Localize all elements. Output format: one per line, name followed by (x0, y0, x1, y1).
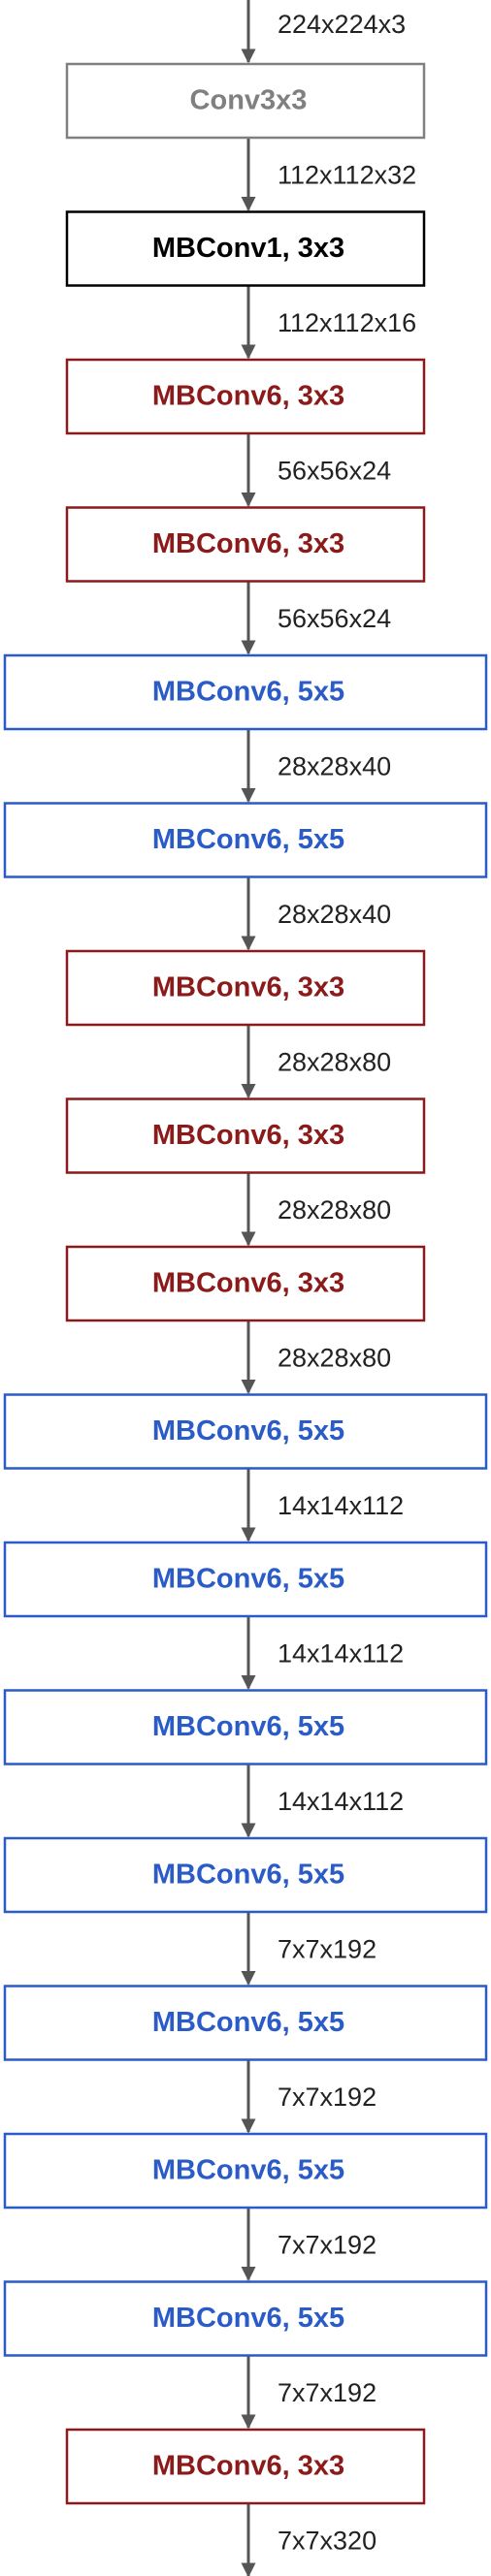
block-label: MBConv6, 5x5 (152, 1415, 344, 1447)
block-6: MBConv6, 5x5 (3, 802, 488, 878)
output-shape-label: 112x112x32 (278, 160, 416, 189)
block-14: MBConv6, 5x5 (3, 1985, 488, 2061)
output-shape-label: 14x14x112 (278, 1787, 404, 1816)
block-box (3, 653, 488, 731)
input-shape-label: 224x224x3 (278, 10, 406, 39)
block-label: MBConv6, 5x5 (152, 1860, 344, 1891)
block-box (65, 949, 426, 1027)
output-shape-label: 7x7x192 (278, 1934, 376, 1963)
block-box (65, 62, 426, 140)
block-box (3, 802, 488, 878)
output-shape-label: 7x7x192 (278, 2378, 376, 2407)
block-2: MBConv1, 3x3 (65, 210, 426, 287)
block-label: MBConv1, 3x3 (152, 233, 344, 264)
block-label: MBConv6, 5x5 (152, 1711, 344, 1742)
block-8: MBConv6, 3x3 (65, 1097, 426, 1174)
block-label: MBConv6, 3x3 (152, 381, 344, 412)
block-box (65, 506, 426, 583)
block-box (3, 2132, 488, 2210)
block-label: MBConv6, 5x5 (152, 677, 344, 708)
output-shape-label: 28x28x40 (278, 751, 391, 780)
output-shape-label: 7x7x192 (278, 2230, 376, 2259)
output-shape-label: 7x7x192 (278, 2083, 376, 2112)
block-9: MBConv6, 3x3 (65, 1245, 426, 1322)
block-label: MBConv6, 3x3 (152, 2451, 344, 2482)
block-5: MBConv6, 5x5 (3, 653, 488, 731)
block-box (3, 1689, 488, 1765)
block-box (65, 210, 426, 287)
block-12: MBConv6, 5x5 (3, 1689, 488, 1765)
output-shape-label: 28x28x80 (278, 1047, 391, 1076)
block-box (65, 2428, 426, 2505)
block-13: MBConv6, 5x5 (3, 1836, 488, 1914)
output-shape-label: 28x28x80 (278, 1195, 391, 1224)
block-label: MBConv6, 5x5 (152, 2007, 344, 2038)
output-shape-label: 56x56x24 (278, 604, 391, 633)
block-11: MBConv6, 5x5 (3, 1541, 488, 1618)
block-label: MBConv6, 5x5 (152, 2155, 344, 2186)
block-box (3, 2280, 488, 2357)
block-16: MBConv6, 5x5 (3, 2280, 488, 2357)
block-box (3, 1985, 488, 2061)
output-shape-label: 7x7x320 (278, 2526, 376, 2555)
output-shape-label: 28x28x80 (278, 1343, 391, 1372)
output-shape-label: 56x56x24 (278, 456, 391, 485)
block-box (65, 358, 426, 435)
block-label: MBConv6, 5x5 (152, 824, 344, 855)
output-shape-label: 28x28x40 (278, 900, 391, 929)
block-label: MBConv6, 5x5 (152, 1564, 344, 1595)
output-shape-label: 112x112x16 (278, 308, 416, 337)
output-shape-label: 14x14x112 (278, 1491, 404, 1520)
block-17: MBConv6, 3x3 (65, 2428, 426, 2505)
block-label: MBConv6, 3x3 (152, 1120, 344, 1151)
output-shape-label: 14x14x112 (278, 1638, 404, 1668)
block-label: Conv3x3 (190, 85, 308, 116)
block-box (3, 1836, 488, 1914)
block-box (3, 1541, 488, 1618)
block-label: MBConv6, 5x5 (152, 2303, 344, 2334)
block-4: MBConv6, 3x3 (65, 506, 426, 583)
block-3: MBConv6, 3x3 (65, 358, 426, 435)
block-label: MBConv6, 3x3 (152, 972, 344, 1003)
block-box (65, 1097, 426, 1174)
block-15: MBConv6, 5x5 (3, 2132, 488, 2210)
block-label: MBConv6, 3x3 (152, 1268, 344, 1299)
block-7: MBConv6, 3x3 (65, 949, 426, 1027)
block-box (3, 1393, 488, 1470)
block-10: MBConv6, 5x5 (3, 1393, 488, 1470)
block-box (65, 1245, 426, 1322)
block-label: MBConv6, 3x3 (152, 528, 344, 559)
block-1: Conv3x3 (65, 62, 426, 140)
